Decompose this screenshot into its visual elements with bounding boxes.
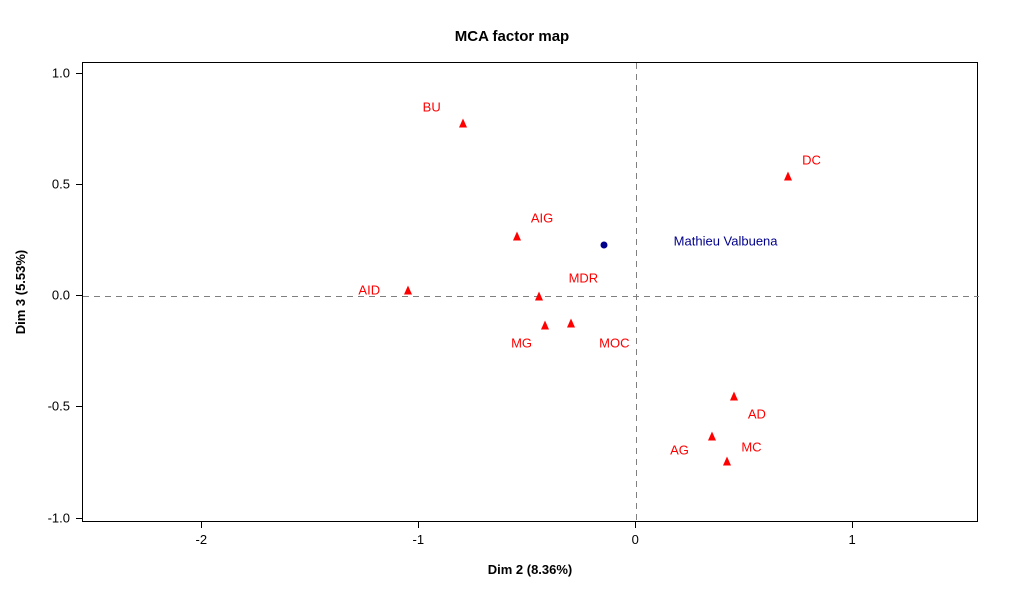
variable-point [723,456,731,465]
variable-point [541,321,549,330]
y-tick [76,73,82,74]
y-tick-label: 0.5 [52,177,70,192]
variable-point [535,292,543,301]
y-tick-label: -0.5 [48,399,70,414]
point-label: DC [802,153,821,168]
point-label: Mathieu Valbuena [674,234,778,249]
y-tick [76,184,82,185]
y-tick [76,518,82,519]
variable-point [404,285,412,294]
y-tick-label: 0.0 [52,288,70,303]
y-tick [76,406,82,407]
x-tick [418,522,419,528]
y-tick [76,295,82,296]
variable-point [567,319,575,328]
variable-point [784,172,792,181]
x-tick-label: 1 [849,532,856,547]
point-label: AD [748,407,766,422]
x-tick-label: -2 [196,532,208,547]
x-tick [852,522,853,528]
x-tick [201,522,202,528]
point-label: MG [511,336,532,351]
x-tick-label: -1 [412,532,424,547]
individual-point [600,242,607,249]
point-label: AG [670,443,689,458]
point-label: AID [358,282,380,297]
x-tick [635,522,636,528]
point-label: BU [423,100,441,115]
y-tick-label: -1.0 [48,510,70,525]
chart-title: MCA factor map [0,28,1024,45]
y-axis-label: Dim 3 (5.53%) [13,250,28,335]
variable-point [459,119,467,128]
mca-factor-map: MCA factor map BU DC AIG AID MDR MG MOC AD AG MC M… [0,0,1024,606]
point-label: MC [741,439,761,454]
x-axis-label: Dim 2 (8.36%) [488,562,573,577]
x-tick-label: 0 [632,532,639,547]
point-label: AIG [531,211,553,226]
variable-point [708,432,716,441]
point-label: MOC [599,336,629,351]
y-tick-label: 1.0 [52,66,70,81]
plot-area: BU DC AIG AID MDR MG MOC AD AG MC Mathieu Valbuena [82,62,978,522]
variable-point [730,392,738,401]
variable-point [513,232,521,241]
point-label: MDR [569,271,599,286]
